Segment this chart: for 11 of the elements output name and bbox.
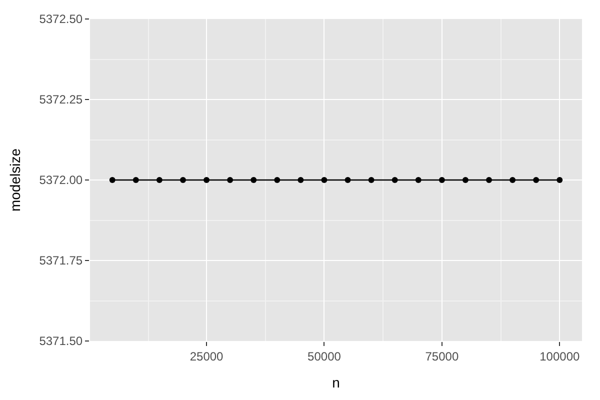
y-tick-label: 5372.25 bbox=[39, 92, 83, 107]
y-tick-label: 5372.50 bbox=[39, 12, 83, 26]
y-tick-label: 5372.00 bbox=[39, 173, 83, 188]
y-tick-label: 5371.75 bbox=[39, 254, 83, 268]
y-tick-label: 5371.50 bbox=[39, 334, 83, 348]
x-tick-label: 25000 bbox=[190, 349, 224, 364]
x-tick-label: 100000 bbox=[540, 349, 580, 364]
x-tick-label: 75000 bbox=[425, 349, 459, 364]
y-axis-title: modelsize bbox=[6, 148, 23, 212]
x-tick-label: 50000 bbox=[308, 349, 342, 364]
x-axis-title: n bbox=[332, 374, 340, 391]
